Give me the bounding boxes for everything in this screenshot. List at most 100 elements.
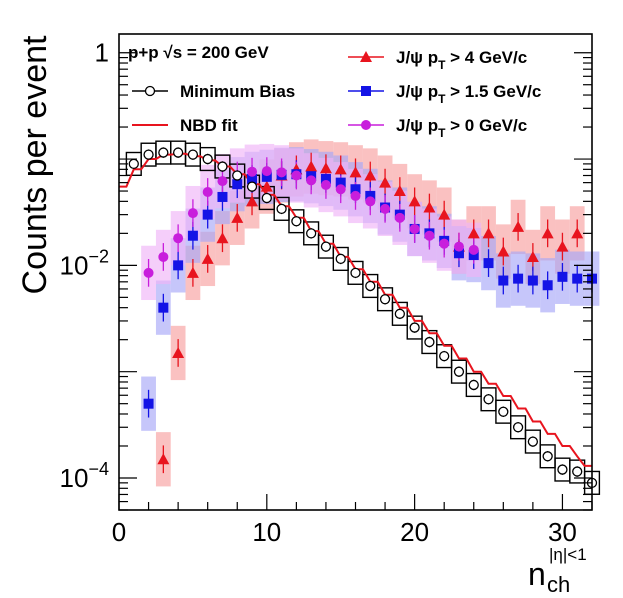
triangle-marker — [334, 163, 347, 175]
systematic-box — [406, 315, 423, 340]
open-circle-marker — [291, 216, 302, 227]
y-axis-label: Counts per event — [16, 35, 54, 294]
open-circle-marker — [306, 228, 317, 239]
filled-circle-marker — [335, 184, 346, 195]
filled-circle-marker — [424, 230, 435, 241]
filled-circle-marker-icon — [361, 120, 371, 130]
systematic-box — [495, 399, 512, 424]
open-circle-marker — [335, 253, 346, 265]
triangle-marker — [379, 176, 392, 188]
x-axis-label-sup: |η|<1 — [549, 545, 587, 564]
filled-circle-marker — [217, 176, 228, 187]
legend-label-nbd-fit: NBD fit — [180, 116, 238, 135]
square-marker — [173, 260, 184, 271]
triangle-marker — [201, 252, 214, 264]
open-circle-marker — [468, 379, 479, 391]
filled-circle-marker — [439, 238, 450, 249]
filled-circle-marker — [261, 166, 272, 177]
filled-circle-marker — [468, 244, 479, 255]
data-markers — [128, 147, 598, 489]
open-circle-marker — [439, 350, 450, 362]
square-marker — [498, 275, 509, 286]
triangle-marker — [186, 266, 199, 278]
square-marker-icon — [361, 86, 371, 96]
square-marker — [158, 302, 169, 313]
systematic-box — [317, 234, 335, 259]
filled-circle-marker — [202, 186, 213, 197]
legend-entry-jpsi-pt15: J/ψ pT > 1.5 GeV/c — [348, 82, 541, 106]
square-marker — [320, 173, 331, 184]
x-axis-label-sub: ch — [547, 572, 570, 597]
triangle-marker — [423, 201, 436, 213]
open-circle-marker — [276, 203, 287, 215]
filled-circle-marker — [187, 208, 198, 219]
systematic-box — [288, 209, 305, 234]
open-circle-marker — [320, 241, 332, 252]
square-marker — [350, 184, 361, 195]
systematic-box — [273, 196, 290, 221]
systematic-box — [465, 372, 482, 398]
y-tick-label: 1 — [95, 38, 109, 68]
triangle-marker — [246, 195, 259, 207]
open-circle-marker — [365, 280, 376, 292]
square-marker — [513, 273, 524, 284]
triangle-marker — [438, 208, 451, 220]
triangle-marker — [393, 185, 406, 197]
systematic-box — [303, 221, 320, 246]
triangle-marker — [260, 180, 273, 192]
x-axis-label: n — [528, 556, 546, 592]
legend-label-jpsi-pt0: J/ψ pT > 0 GeV/c — [396, 116, 527, 140]
square-marker — [542, 280, 553, 291]
open-circle-marker — [557, 464, 568, 475]
legend-entry-jpsi-pt4: J/ψ pT > 4 GeV/c — [348, 48, 527, 72]
triangle-marker — [172, 346, 185, 358]
square-marker — [453, 248, 464, 259]
square-marker — [187, 230, 198, 241]
square-marker — [468, 250, 479, 261]
triangle-marker — [305, 160, 318, 172]
legend-label-jpsi-pt4: J/ψ pT > 4 GeV/c — [396, 48, 527, 72]
systematic-box — [347, 260, 364, 285]
filled-circle-marker — [173, 233, 184, 244]
open-circle-marker — [187, 149, 199, 160]
x-tick-label: 0 — [112, 517, 126, 547]
x-tick-label: 20 — [400, 517, 429, 547]
triangle-marker — [349, 166, 362, 178]
square-marker — [527, 275, 538, 286]
filled-circle-marker — [306, 175, 317, 186]
open-circle-marker — [394, 308, 405, 319]
open-circle-marker — [246, 181, 258, 192]
triangle-marker-icon — [360, 51, 372, 62]
filled-circle-marker — [158, 251, 169, 262]
open-circle-marker — [409, 322, 420, 333]
triangle-marker — [571, 227, 584, 239]
systematic-box — [332, 246, 349, 272]
open-circle-marker — [379, 294, 391, 305]
filled-circle-marker — [365, 196, 376, 207]
filled-circle-marker — [143, 267, 154, 278]
open-circle-marker — [572, 466, 583, 477]
legend-header: p+p √s = 200 GeV — [128, 43, 269, 62]
square-marker — [217, 191, 228, 202]
square-marker — [261, 171, 272, 182]
triangle-marker — [408, 195, 421, 207]
square-marker — [143, 398, 154, 409]
triangle-marker — [467, 227, 480, 239]
open-circle-marker — [512, 422, 524, 433]
triangle-marker — [231, 211, 244, 223]
systematic-box — [539, 444, 556, 469]
square-marker — [483, 258, 494, 269]
axis-ticks: 0 10 20 30 1 10−2 10−4 — [60, 38, 593, 547]
systematic-box — [362, 273, 379, 299]
open-circle-marker — [143, 149, 154, 160]
square-marker — [247, 173, 258, 184]
open-circle-marker — [202, 153, 213, 165]
legend-entry-nbd-fit: NBD fit — [132, 116, 238, 135]
triangle-marker — [556, 240, 569, 252]
open-circle-marker — [232, 170, 243, 181]
filled-circle-marker — [320, 179, 331, 190]
filled-circle-marker — [380, 203, 391, 214]
open-circle-marker — [158, 147, 169, 158]
open-circle-marker — [424, 336, 435, 348]
triangle-marker — [541, 227, 554, 239]
